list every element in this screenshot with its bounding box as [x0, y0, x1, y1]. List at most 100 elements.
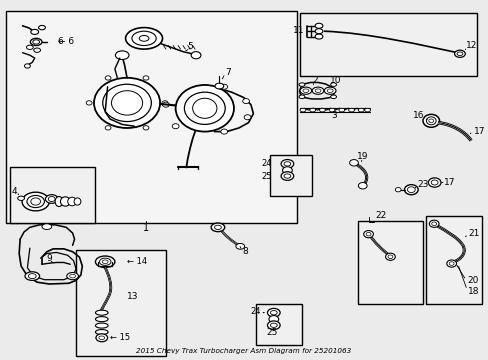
Ellipse shape [349, 159, 358, 166]
Ellipse shape [61, 197, 70, 206]
Ellipse shape [111, 91, 142, 115]
Ellipse shape [324, 87, 335, 94]
Ellipse shape [281, 172, 293, 180]
Ellipse shape [338, 108, 344, 112]
Ellipse shape [314, 29, 322, 34]
Ellipse shape [125, 28, 162, 49]
Text: 5: 5 [187, 42, 193, 51]
Ellipse shape [27, 195, 44, 208]
Ellipse shape [34, 48, 41, 52]
Ellipse shape [105, 126, 111, 130]
Text: 21: 21 [467, 229, 479, 238]
Ellipse shape [211, 223, 224, 231]
Ellipse shape [309, 108, 315, 112]
Ellipse shape [300, 108, 305, 112]
Ellipse shape [95, 310, 108, 315]
Ellipse shape [24, 64, 30, 68]
Ellipse shape [162, 101, 167, 105]
Text: 11: 11 [292, 26, 304, 35]
Ellipse shape [363, 230, 373, 238]
Ellipse shape [242, 99, 249, 104]
Ellipse shape [319, 108, 325, 112]
Text: 16: 16 [412, 111, 424, 120]
Ellipse shape [282, 167, 292, 174]
Bar [299, 13, 476, 76]
Ellipse shape [191, 51, 201, 59]
Bar [10, 167, 95, 223]
Ellipse shape [26, 45, 33, 49]
Text: 17: 17 [473, 127, 485, 136]
Ellipse shape [328, 108, 334, 112]
Ellipse shape [68, 197, 76, 206]
Ellipse shape [299, 83, 305, 86]
Bar [5, 12, 297, 223]
Ellipse shape [267, 321, 280, 329]
Ellipse shape [311, 87, 323, 94]
Text: 17: 17 [443, 178, 454, 187]
Ellipse shape [31, 30, 39, 35]
Text: 19: 19 [356, 152, 368, 161]
Text: 10: 10 [329, 76, 341, 85]
Bar [357, 221, 423, 304]
Ellipse shape [96, 334, 107, 342]
Text: ← 6: ← 6 [58, 37, 74, 46]
Ellipse shape [67, 273, 78, 280]
Ellipse shape [172, 124, 179, 129]
Text: 7: 7 [225, 68, 230, 77]
Text: 4: 4 [11, 186, 17, 195]
Text: ← 15: ← 15 [110, 333, 130, 342]
Ellipse shape [404, 185, 417, 195]
Ellipse shape [192, 98, 217, 118]
Ellipse shape [86, 101, 92, 105]
Text: 1: 1 [143, 223, 149, 233]
Ellipse shape [221, 129, 227, 134]
Ellipse shape [25, 272, 40, 280]
Text: 13: 13 [127, 292, 138, 301]
Text: 23: 23 [417, 180, 428, 189]
Ellipse shape [299, 95, 305, 99]
Text: 9: 9 [46, 254, 52, 263]
Text: 24: 24 [250, 307, 260, 316]
Ellipse shape [132, 31, 156, 45]
Ellipse shape [358, 108, 364, 112]
Text: 8: 8 [242, 247, 247, 256]
Bar [425, 216, 481, 304]
Ellipse shape [94, 78, 160, 128]
Ellipse shape [30, 39, 42, 45]
Ellipse shape [95, 256, 115, 267]
Ellipse shape [268, 316, 278, 323]
Ellipse shape [115, 51, 129, 59]
Ellipse shape [95, 317, 108, 321]
Text: ← 14: ← 14 [127, 257, 147, 266]
Ellipse shape [314, 23, 322, 28]
Ellipse shape [55, 197, 63, 207]
Ellipse shape [184, 92, 225, 125]
Bar [76, 250, 165, 356]
Ellipse shape [426, 117, 435, 125]
Ellipse shape [281, 159, 293, 168]
Ellipse shape [446, 260, 456, 267]
Ellipse shape [428, 220, 438, 227]
Text: 18: 18 [467, 287, 479, 296]
Ellipse shape [18, 196, 24, 201]
Ellipse shape [74, 198, 81, 205]
Ellipse shape [385, 253, 394, 260]
Text: 20: 20 [466, 276, 478, 285]
Ellipse shape [427, 178, 440, 187]
Ellipse shape [454, 50, 464, 57]
Ellipse shape [22, 192, 49, 211]
Ellipse shape [45, 195, 58, 203]
Ellipse shape [215, 83, 224, 89]
Ellipse shape [42, 224, 52, 229]
Ellipse shape [358, 183, 366, 189]
Ellipse shape [364, 108, 370, 112]
Bar [270, 155, 311, 196]
Text: 12: 12 [465, 41, 477, 50]
Ellipse shape [244, 115, 250, 120]
Bar [255, 304, 302, 345]
Ellipse shape [99, 258, 111, 265]
Ellipse shape [422, 114, 439, 127]
Text: 6: 6 [58, 37, 63, 46]
Ellipse shape [105, 76, 111, 80]
Ellipse shape [300, 87, 311, 94]
